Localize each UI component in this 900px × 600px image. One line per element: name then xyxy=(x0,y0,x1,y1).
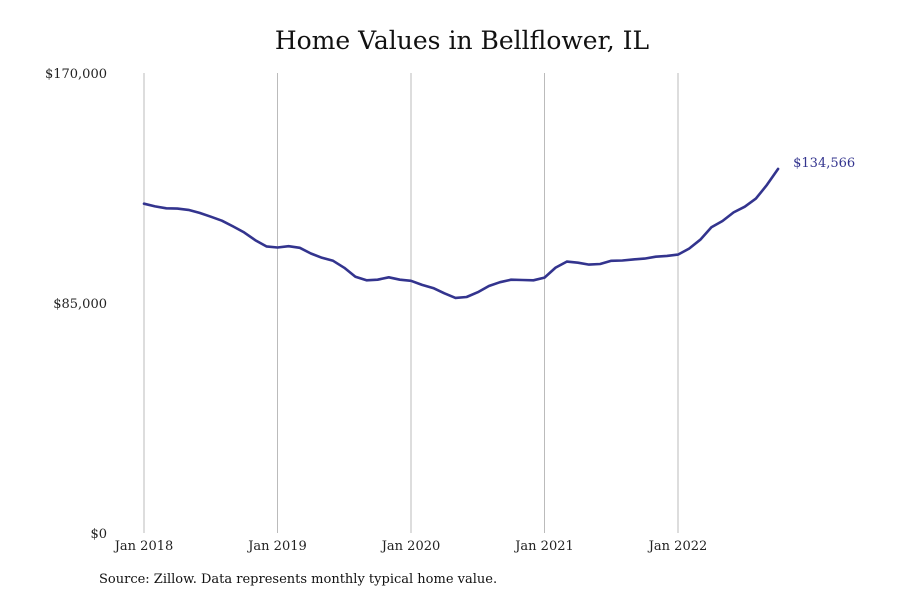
x-tick-label: Jan 2022 xyxy=(647,539,708,554)
chart-title: Home Values in Bellflower, IL xyxy=(274,26,650,55)
end-value-label: $134,566 xyxy=(793,156,855,171)
y-tick-label: $170,000 xyxy=(45,67,107,82)
source-note: Source: Zillow. Data represents monthly … xyxy=(99,572,498,587)
y-tick-label: $0 xyxy=(90,527,107,542)
x-tick-label: Jan 2020 xyxy=(380,539,441,554)
x-tick-label: Jan 2019 xyxy=(246,539,307,554)
series-line xyxy=(142,167,780,300)
x-tick-label: Jan 2021 xyxy=(513,539,574,554)
y-tick-label: $85,000 xyxy=(53,297,107,312)
x-tick-label: Jan 2018 xyxy=(113,539,174,554)
